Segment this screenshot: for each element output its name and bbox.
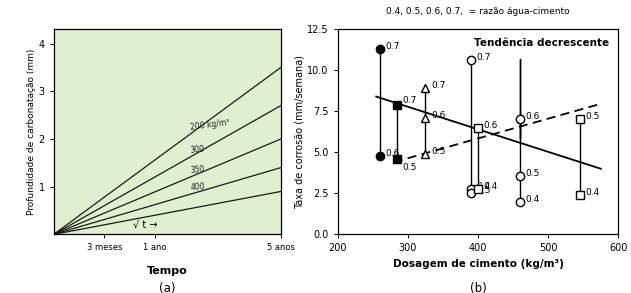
Text: √ t →: √ t →	[133, 219, 157, 229]
Text: 0.5: 0.5	[431, 147, 445, 156]
Text: 0.5: 0.5	[476, 185, 491, 195]
X-axis label: Dosagem de cimento (kg/m³): Dosagem de cimento (kg/m³)	[392, 259, 563, 269]
Text: 0.6: 0.6	[386, 149, 399, 158]
Text: 350: 350	[190, 165, 205, 175]
Text: 0.5: 0.5	[586, 112, 599, 121]
Text: 0.4: 0.4	[586, 188, 599, 197]
Text: 0.6: 0.6	[431, 111, 445, 120]
Text: (b): (b)	[470, 282, 487, 293]
Text: 0.4: 0.4	[526, 195, 540, 204]
Text: 0.7: 0.7	[476, 54, 491, 62]
Text: Tendência decrescente: Tendência decrescente	[474, 38, 609, 47]
Text: 0.5: 0.5	[403, 163, 417, 172]
Text: 0.4: 0.4	[476, 182, 491, 191]
Text: 0.7: 0.7	[431, 81, 445, 90]
Text: 400: 400	[190, 182, 205, 192]
Text: 200 kg/m³: 200 kg/m³	[190, 117, 230, 132]
Y-axis label: Taxa de corrosão (mm/semana): Taxa de corrosão (mm/semana)	[294, 55, 304, 209]
Text: 0.7: 0.7	[403, 96, 417, 105]
Text: Tempo: Tempo	[147, 266, 187, 276]
Y-axis label: Profundidade de carbonatação (mm): Profundidade de carbonatação (mm)	[27, 49, 35, 215]
Text: (a): (a)	[159, 282, 175, 293]
Text: 0.6: 0.6	[483, 121, 498, 130]
Text: 300: 300	[190, 144, 206, 155]
Text: 0.7: 0.7	[386, 42, 399, 51]
Text: 0.4, 0.5, 0.6, 0.7,  = razão água-cimento: 0.4, 0.5, 0.6, 0.7, = razão água-cimento	[386, 7, 570, 16]
Text: 0.5: 0.5	[526, 169, 540, 178]
Text: 0.6: 0.6	[526, 112, 540, 121]
Text: 0.4: 0.4	[483, 182, 498, 191]
